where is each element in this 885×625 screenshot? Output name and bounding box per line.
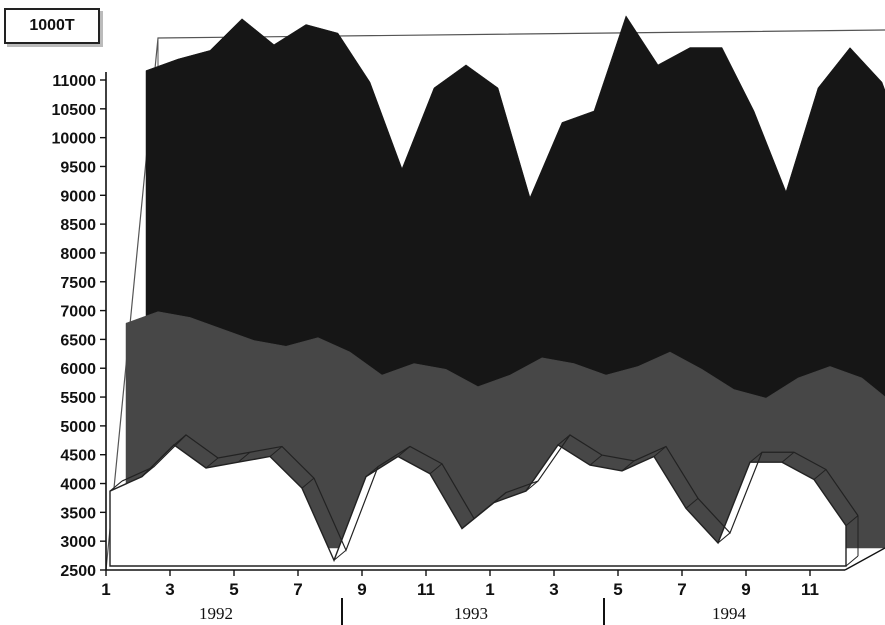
front-series-depth-edge [557,434,571,446]
front-series-depth-edge [589,454,603,466]
series-layer [109,15,885,567]
front-series-depth-edge [653,446,667,457]
y-tick-label: 5500 [60,390,96,407]
front-series-depth-edge [621,460,635,472]
x-tick-label: 3 [165,580,174,599]
y-tick-label: 2500 [60,563,96,580]
x-tick-label: 11 [801,580,819,599]
y-tick-label: 7500 [60,275,96,292]
y-tick-label: 3500 [60,505,96,522]
front-series-depth-edge [717,532,731,544]
front-series-depth-edge [845,515,859,527]
axes: 2500 3000 3500 4000 4500 5000 5500 6000 6500 7000… [52,72,885,625]
y-tick-label: 9500 [60,159,96,176]
y-tick-label: 6500 [60,332,96,349]
y-tick-label: 8500 [60,217,96,234]
y-tick-label: 6000 [60,361,96,378]
y-tick-label: 5000 [60,419,96,436]
front-series-depth-edge [301,477,315,489]
y-tick-label: 11000 [52,73,96,90]
front-series-depth-edge [525,480,539,492]
x-tick-label: 5 [613,580,622,599]
y-tick-label: 10500 [52,102,97,119]
x-tick-label: 9 [357,580,366,599]
x-tick-label: 11 [417,580,435,599]
x-tick-label: 7 [293,580,302,599]
unit-label: 1000T [4,8,100,44]
x-tick-label: 1 [101,580,110,599]
front-series-depth-edge [685,497,699,509]
x-tick-label: 3 [549,580,558,599]
front-series-depth-edge [141,466,155,478]
front-series-depth-edge [749,451,763,463]
y-tick-label: 4000 [60,477,96,494]
front-series-depth-edge [493,492,507,503]
front-series-depth-edge [429,463,443,475]
year-label: 1993 [454,604,488,623]
x-tick-label: 7 [677,580,686,599]
floor-depth-line [844,547,885,571]
year-label: 1992 [199,604,233,623]
front-series-depth-edge [461,518,475,529]
front-series-top-edge [121,434,859,552]
front-series-depth-edge [813,469,827,480]
y-tick-label: 8000 [60,246,96,263]
year-label: 1994 [712,604,747,623]
front-series-depth-edge [365,466,379,478]
front-series-depth-edge [109,480,123,492]
front-series-depth-edge [269,446,283,457]
front-series-depth-edge [205,457,219,469]
front-series-depth-edge [333,549,347,561]
front-series-depth-edge [237,451,251,463]
y-tick-label: 10000 [52,131,97,148]
x-tick-label: 1 [485,580,494,599]
y-tick-label: 9000 [60,188,96,205]
front-series-depth-edge [781,451,795,463]
series-middle-area [125,311,885,549]
front-series-depth-edge [397,446,411,457]
y-tick-label: 7000 [60,304,96,321]
x-tick-label: 5 [229,580,238,599]
x-tick-label: 9 [741,580,750,599]
y-tick-label: 4500 [60,448,96,465]
front-series-depth-edge [845,555,859,567]
y-tick-label: 3000 [60,534,96,551]
front-series-depth-edge [173,434,187,446]
